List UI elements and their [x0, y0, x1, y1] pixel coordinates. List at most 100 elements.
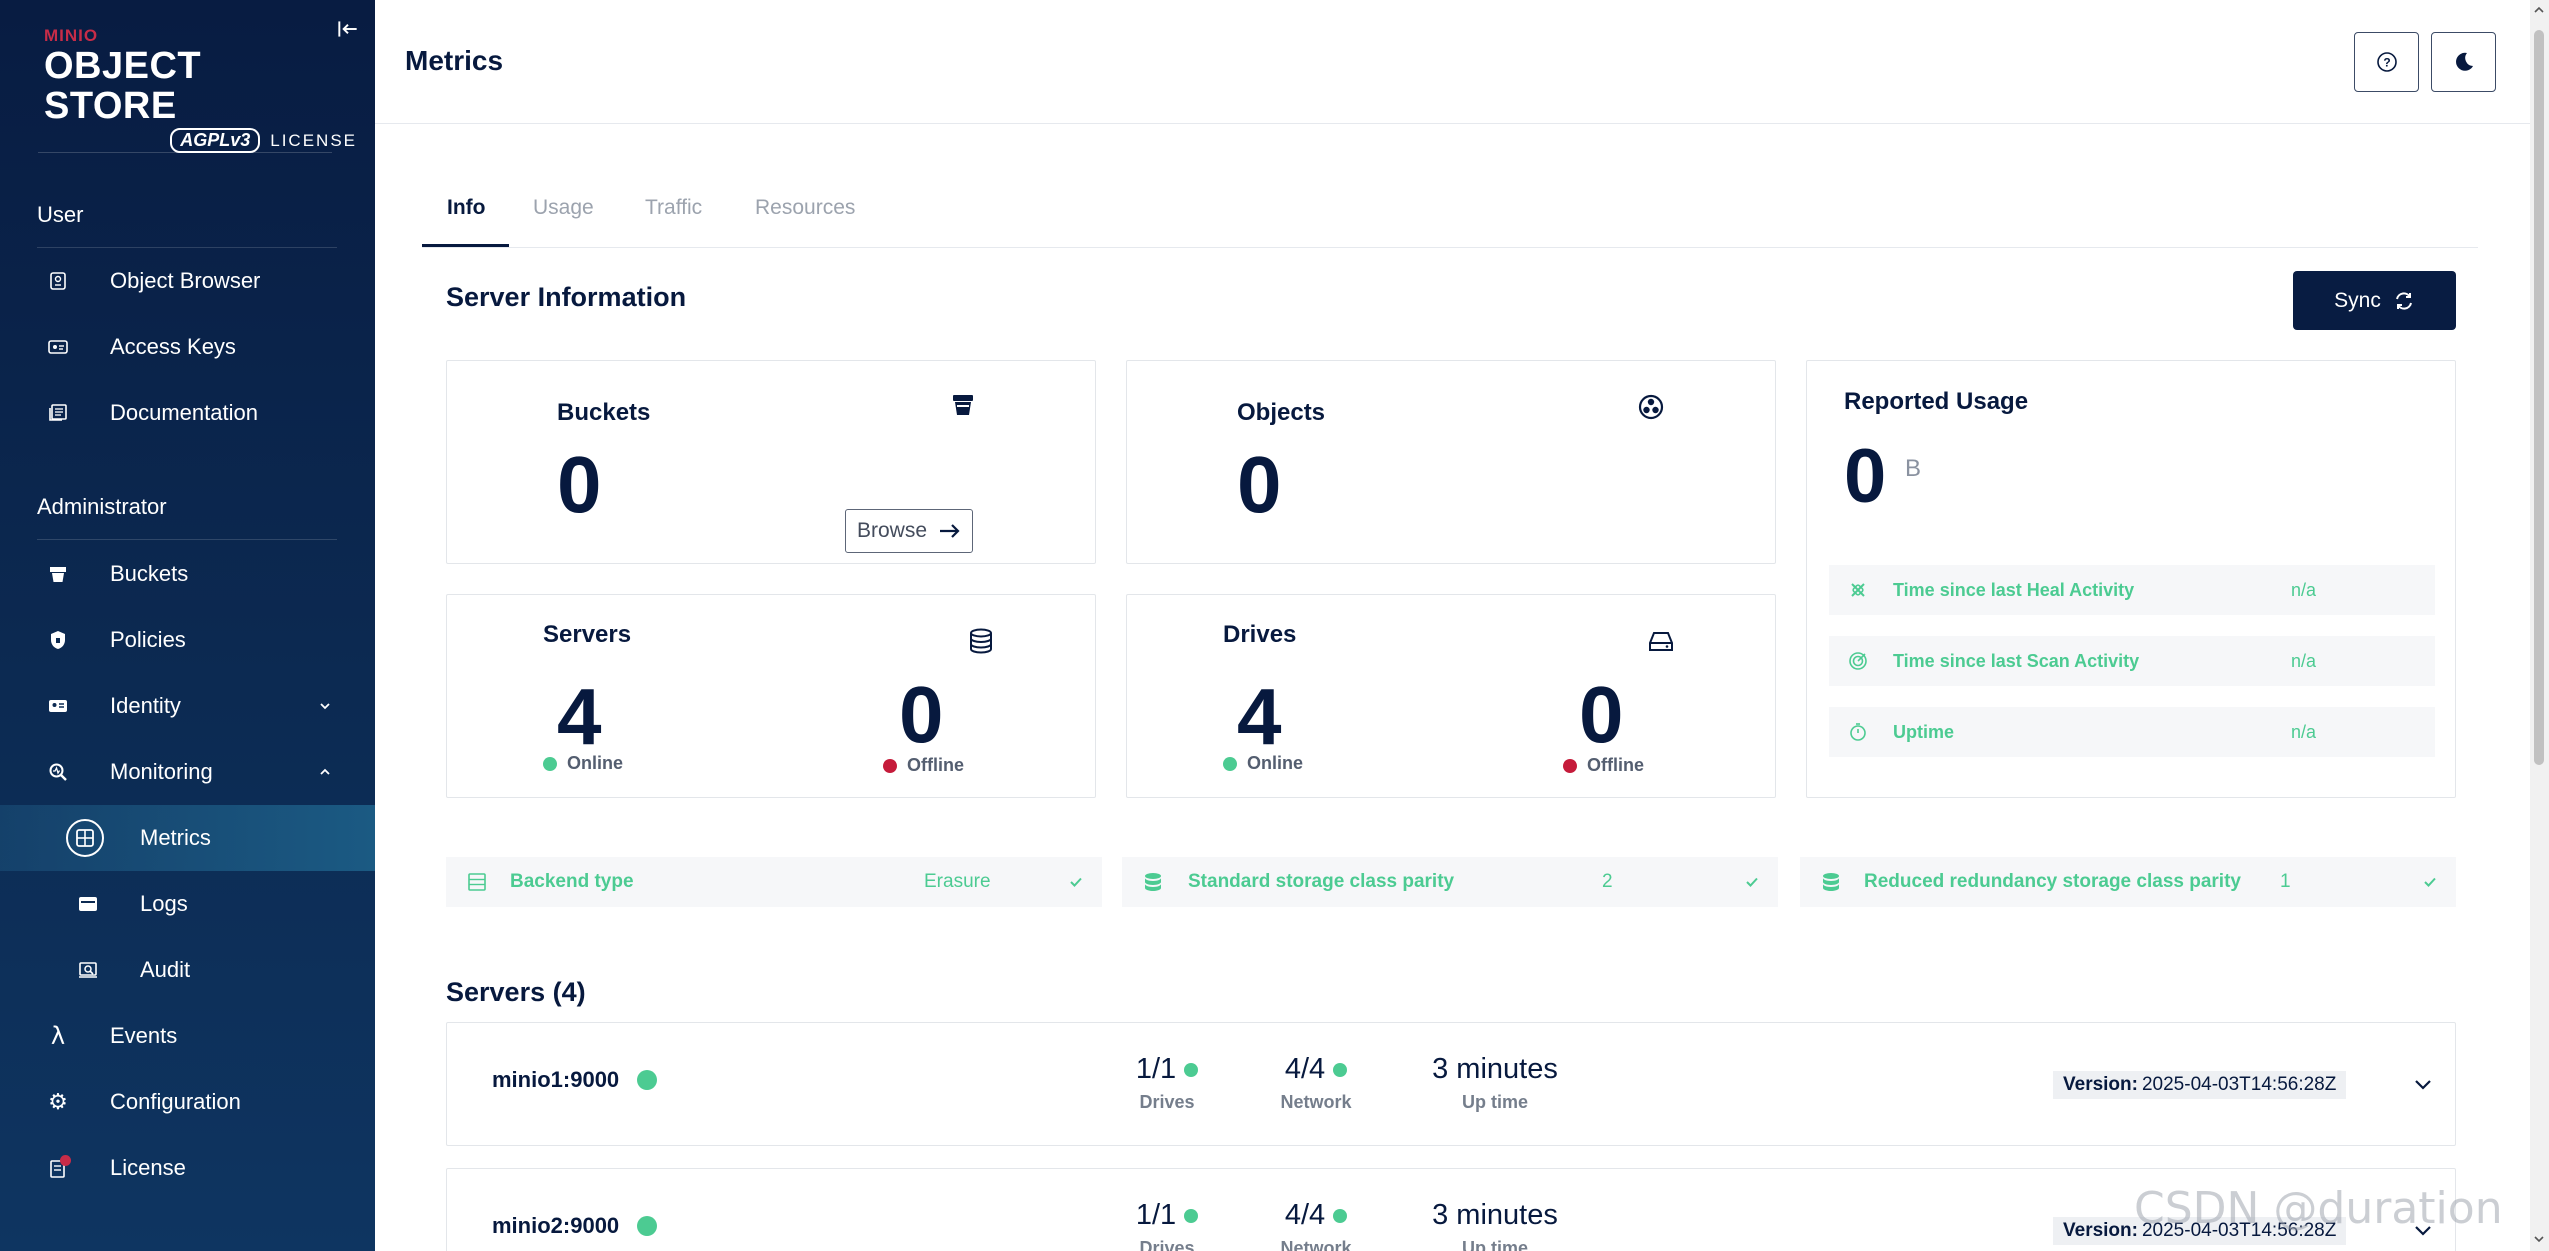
server-uptime-value: 3 minutes: [1432, 1053, 1558, 1085]
backend-type-value: Erasure: [924, 871, 991, 892]
server-network-label: Network: [1280, 1092, 1352, 1112]
reported-usage-title: Reported Usage: [1844, 388, 2029, 415]
help-button[interactable]: ?: [2354, 32, 2419, 92]
bucket-icon: [44, 560, 72, 588]
objects-title: Objects: [1237, 399, 1326, 426]
dark-mode-toggle[interactable]: [2431, 32, 2496, 92]
server-drives-label: Drives: [1139, 1092, 1195, 1112]
tab-usage[interactable]: Usage: [533, 196, 594, 219]
sync-label: Sync: [2334, 288, 2381, 312]
heal-activity-row: Time since last Heal Activity n/a: [1829, 565, 2435, 615]
backend-type-row: Backend type Erasure: [446, 857, 1102, 907]
scroll-up-icon[interactable]: [2533, 4, 2545, 16]
online-label: Online: [567, 753, 624, 773]
sidebar-item-policies[interactable]: Policies: [0, 607, 375, 673]
version-label: Version:: [2063, 1220, 2138, 1241]
sidebar-item-identity[interactable]: Identity: [0, 673, 375, 739]
sidebar-item-events[interactable]: λ Events: [0, 1003, 375, 1069]
documentation-icon: [44, 399, 72, 427]
standard-parity-value: 2: [1602, 871, 1613, 892]
sidebar-item-label: Monitoring: [110, 759, 213, 784]
section-divider: [37, 539, 337, 540]
sidebar-item-label: Events: [110, 1023, 178, 1048]
server-name-label: minio2:9000: [492, 1213, 620, 1238]
logo-brand: MINIO: [44, 26, 99, 45]
tab-traffic[interactable]: Traffic: [645, 196, 703, 219]
sidebar-item-metrics[interactable]: Metrics: [0, 805, 375, 871]
logs-icon: [74, 890, 102, 918]
uptime-label: Uptime: [1893, 721, 1955, 742]
server-row[interactable]: minio1:9000 1/1 Drives 4/4 Network 3 min…: [446, 1022, 2456, 1146]
page-scrollbar[interactable]: [2530, 0, 2549, 1251]
logo-license: LICENSE: [270, 130, 357, 150]
server-name: minio2:9000: [492, 1213, 658, 1239]
network-status-dot: [1333, 1062, 1348, 1077]
version-value: 2025-04-03T14:56:28Z: [2141, 1074, 2337, 1095]
check-icon: [2424, 877, 2436, 887]
server-uptime-label: Up time: [1461, 1092, 1528, 1112]
license-icon: [44, 1154, 72, 1182]
logo-product: OBJECT STORE: [44, 45, 202, 127]
server-network-metric: 4/4 Network: [1261, 1053, 1371, 1113]
reported-usage-value: 0: [1844, 434, 1887, 519]
network-status-dot: [1333, 1208, 1348, 1223]
drives-title: Drives: [1223, 621, 1297, 648]
sidebar-item-access-keys[interactable]: Access Keys: [0, 314, 375, 380]
shield-icon: [44, 626, 72, 654]
server-name-label: minio1:9000: [492, 1067, 620, 1092]
servers-online-count: 4: [557, 672, 602, 761]
tab-info[interactable]: Info: [447, 196, 486, 219]
sidebar-item-license[interactable]: License: [0, 1135, 375, 1201]
heal-icon: [1851, 583, 1865, 597]
backend-type-label: Backend type: [510, 871, 634, 892]
sidebar-item-logs[interactable]: Logs: [0, 871, 375, 937]
sync-button[interactable]: Sync: [2293, 271, 2456, 330]
servers-offline-count: 0: [899, 670, 944, 759]
drives-card: Drives 4 Online 0 Offline: [1126, 594, 1776, 798]
servers-online-status: Online: [543, 753, 623, 774]
sidebar-item-label: Audit: [140, 957, 191, 982]
monitoring-icon: [44, 758, 72, 786]
objects-card: Objects 0: [1126, 360, 1776, 564]
server-drives-label: Drives: [1139, 1238, 1195, 1251]
sidebar-item-audit[interactable]: Audit: [0, 937, 375, 1003]
scroll-down-icon[interactable]: [2533, 1233, 2545, 1245]
browse-button[interactable]: Browse: [845, 509, 973, 553]
server-network-metric: 4/4 Network: [1261, 1199, 1371, 1251]
access-keys-icon: [44, 333, 72, 361]
chevron-down-icon[interactable]: [2411, 1073, 2435, 1097]
buckets-count: 0: [557, 440, 602, 529]
server-status-dot: [637, 1216, 658, 1236]
uptime-row: Uptime n/a: [1829, 707, 2435, 757]
sidebar-item-label: Access Keys: [110, 334, 236, 359]
watermark: CSDN @duration ~: [2134, 1183, 2503, 1251]
server-uptime-metric: 3 minutes Up time: [1405, 1053, 1585, 1113]
sidebar-item-documentation[interactable]: Documentation: [0, 380, 375, 446]
server-row[interactable]: minio2:9000 1/1 Drives 4/4 Network 3 min…: [446, 1168, 2456, 1251]
minio-logo: MINIO OBJECT STORE AGPLv3 LICENSE: [44, 26, 355, 153]
sidebar-item-buckets[interactable]: Buckets: [0, 541, 375, 607]
sidebar-item-object-browser[interactable]: Object Browser: [0, 248, 375, 314]
server-information-title: Server Information: [446, 282, 687, 312]
sidebar-item-configuration[interactable]: ⚙ Configuration: [0, 1069, 375, 1135]
reduced-parity-row: Reduced redundancy storage class parity …: [1800, 857, 2456, 907]
sidebar: MINIO OBJECT STORE AGPLv3 LICENSE User O…: [0, 0, 375, 1251]
chevron-down-icon[interactable]: [2411, 1219, 2435, 1243]
sidebar-item-label: Buckets: [110, 561, 189, 586]
scroll-thumb[interactable]: [2534, 30, 2544, 765]
scan-activity-row: Time since last Scan Activity n/a: [1829, 636, 2435, 686]
collapse-sidebar-icon[interactable]: [335, 16, 361, 42]
svg-text:?: ?: [2383, 56, 2390, 70]
server-network-value: 4/4: [1284, 1053, 1326, 1085]
server-uptime-metric: 3 minutes Up time: [1405, 1199, 1585, 1251]
tab-resources[interactable]: Resources: [755, 196, 856, 219]
standard-parity-row: Standard storage class parity 2: [1122, 857, 1778, 907]
server-drives-value: 1/1: [1135, 1053, 1177, 1085]
sidebar-item-monitoring[interactable]: Monitoring: [0, 739, 375, 805]
server-uptime-label: Up time: [1461, 1238, 1528, 1251]
check-icon: [1746, 877, 1758, 887]
license-notification-dot: [60, 1155, 71, 1166]
version-label: Version:: [2063, 1074, 2138, 1095]
buckets-title: Buckets: [557, 399, 651, 426]
section-title-administrator: Administrator: [37, 494, 167, 519]
